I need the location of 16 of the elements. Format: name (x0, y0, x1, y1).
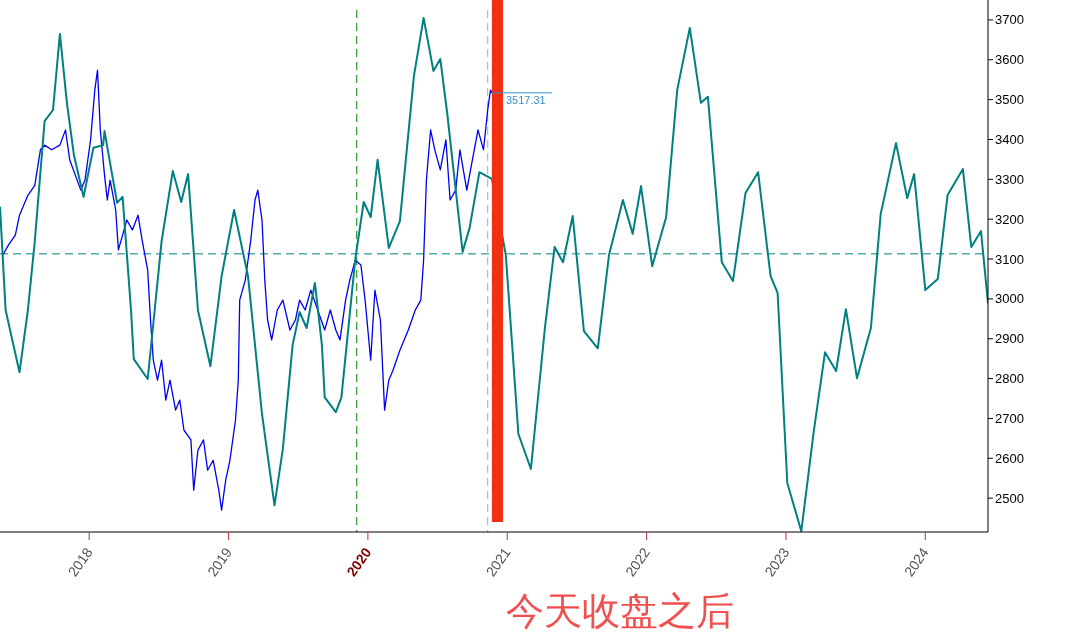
y-tick-label: 3700 (995, 12, 1024, 28)
y-tick-label: 3200 (995, 211, 1024, 227)
y-tick-label: 3400 (995, 131, 1024, 147)
y-tick-label: 2900 (995, 331, 1024, 347)
y-tick-label: 2500 (995, 490, 1024, 506)
y-tick-label: 2800 (995, 371, 1024, 387)
y-tick-label: 2600 (995, 450, 1024, 466)
y-tick-label: 3100 (995, 251, 1024, 267)
y-tick-label: 3000 (995, 291, 1024, 307)
y-tick-label: 3600 (995, 52, 1024, 68)
y-tick-label: 3500 (995, 92, 1024, 108)
annotation: 3517.31 (505, 93, 546, 106)
text: 今天收盘之后 (506, 589, 734, 633)
y-tick-label: 3300 (995, 171, 1024, 187)
y-tick-label: 2700 (995, 410, 1024, 426)
line-series (2, 69, 493, 511)
